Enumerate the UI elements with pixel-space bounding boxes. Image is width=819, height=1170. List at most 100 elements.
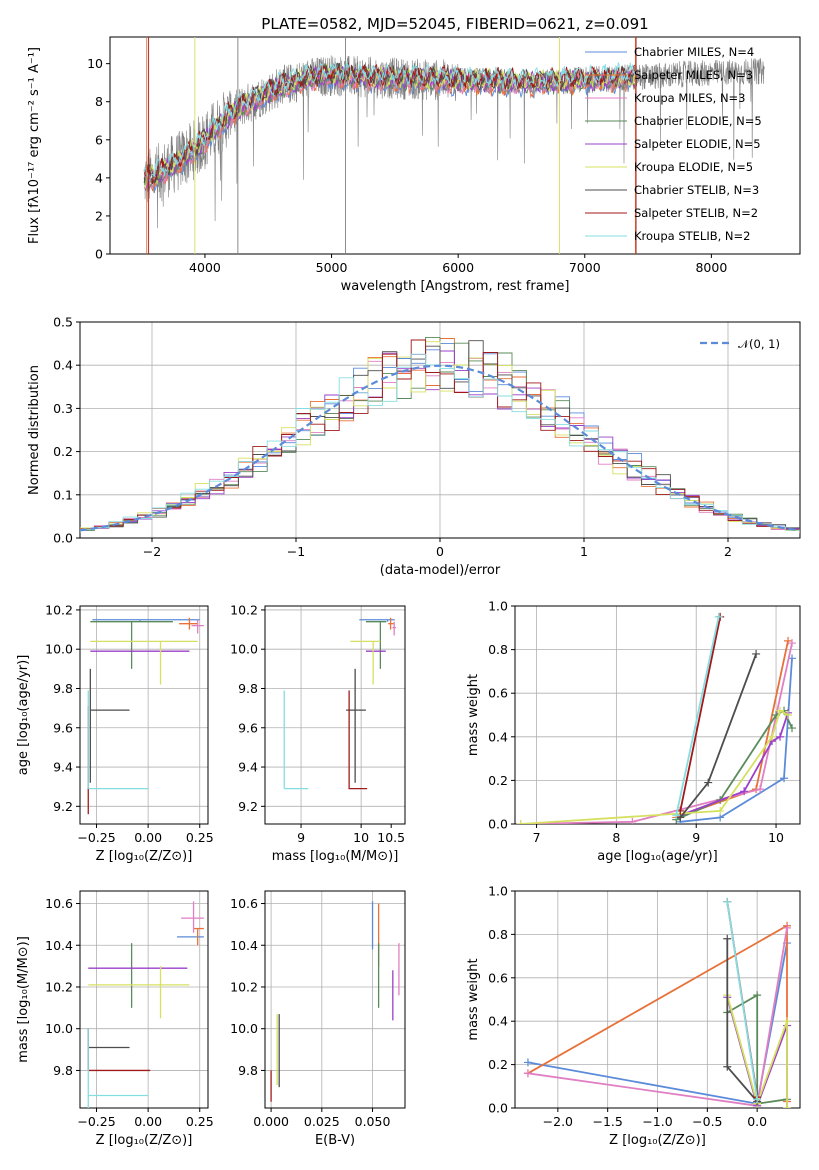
x-tick-label: 0 [436,544,444,559]
x-tick-label: 0.000 [253,1114,289,1129]
weight-marker [788,639,797,648]
plot-area [270,901,400,1102]
y-tick-label: 2 [95,208,103,223]
y-tick-label: 10 [87,56,103,71]
y-tick-label: 0.4 [488,729,508,744]
axes-frame [79,605,209,825]
mass-vs-extinction-panel: 0.000 0.025 0.050 9.8 10.0 10.2 10.4 10.6 E(B-V) [230,890,406,1148]
x-tick-label: 0.25 [186,830,214,845]
x-tick-label: 10 [353,830,369,845]
legend-label: Salpeter ELODIE, N=5 [634,137,761,151]
weight-line-8 [679,616,722,812]
x-tick-label: 5000 [316,260,348,275]
spectrum-data-line [143,55,765,229]
y-tick-label: 0.0 [488,1101,508,1116]
weight-vs-age-panel: 7 8 9 10 0.0 0.2 0.4 0.6 0.8 1.0 age [log₁₀(age/yr… [466,599,801,864]
y-tick-label: 0.6 [488,970,508,985]
y-tick-label: 10.4 [230,938,258,953]
weight-marker [723,897,732,906]
plot-area [143,37,765,254]
weight-marker [780,774,789,783]
weight-marker [752,649,761,658]
x-tick-label: −2 [143,544,161,559]
weight-marker [723,1062,732,1071]
model-line-3 [143,66,636,190]
x-tick-label: 0.25 [186,1114,214,1129]
weight-line-9 [726,901,759,1100]
weight-vs-metallicity-panel: −2.0 −1.5 −1.0 −0.5 0.0 0.0 0.2 0.4 0.6 0.8 1.0 Z [… [466,884,801,1148]
age-vs-mass-panel: 9 10 9.2 9.4 9.6 9.8 10.0 10.2 mass [log₁₀(M/M⊙)… [230,602,406,864]
legend-label: Kroupa STELIB, N=2 [634,229,751,243]
y-tick-label: 9.8 [53,681,73,696]
y-tick-label: 10.2 [45,979,73,994]
x-tick-label: 1 [580,544,588,559]
x-tick-label: −2.0 [543,1114,573,1129]
weight-marker [523,1058,532,1067]
y-tick-label: 1.0 [488,884,508,899]
y-tick-label: 0.2 [488,1057,508,1072]
y-tick-label: 0.5 [53,315,73,330]
x-tick-label: 7000 [569,260,601,275]
x-axis-label: Z [log₁₀(Z/Z⊙)] [96,849,193,864]
y-tick-label: 1.0 [488,599,508,614]
legend-label: Chabrier ELODIE, N=5 [634,114,762,128]
y-axis-label: mass [log₁₀(M/M⊙)] [16,936,31,1063]
y-axis-label: Normed distribution [27,365,42,495]
x-axis-label: E(B-V) [315,1133,355,1148]
y-tick-label: 9.6 [238,720,258,735]
y-tick-label: 10.0 [45,642,73,657]
y-tick-label: 10.0 [230,1021,258,1036]
x-tick-label: 4000 [189,260,221,275]
weight-marker [753,1095,762,1104]
x-tick-label: 10 [768,830,784,845]
y-tick-label: 10.4 [45,938,73,953]
x-tick-label: −0.5 [692,1114,722,1129]
legend-label: 𝒩(0, 1) [738,337,780,351]
y-tick-label: 9.2 [238,799,258,814]
y-tick-label: 9.8 [238,1063,258,1078]
y-tick-label: 0.4 [53,358,73,373]
weight-marker [740,787,749,796]
weight-marker [783,1104,792,1108]
weight-marker [723,934,732,943]
weight-marker [784,711,793,719]
y-tick-label: 10.0 [230,642,258,657]
x-tick-label: −0.25 [77,1114,115,1129]
weight-line-3 [520,642,793,824]
y-tick-label: 0.8 [488,927,508,942]
y-tick-label: 8 [95,94,103,109]
plot-area [523,897,792,1108]
y-tick-label: 9.4 [53,760,73,775]
y-tick-label: 0.4 [488,1014,508,1029]
x-tick-label: 0.0 [747,1114,767,1129]
spectrum-panel: 4000 5000 6000 7000 8000 0 2 4 6 8 10 wavelength [A… [27,15,801,294]
x-tick-label: 8 [612,830,620,845]
axes-frame [264,890,406,1109]
y-tick-label: 9.6 [53,720,73,735]
weight-marker [716,806,725,815]
y-tick-label: 4 [95,170,103,185]
x-tick-label: 0.050 [355,1114,391,1129]
weight-line-7 [726,938,758,1103]
y-tick-label: 10.0 [45,1021,73,1036]
x-tick-label: −1.0 [642,1114,672,1129]
x-tick-label: 0.00 [134,1114,162,1129]
x-tick-label: 6000 [442,260,474,275]
legend-label: Salpeter STELIB, N=2 [634,206,758,220]
y-tick-label: 0.1 [53,487,73,502]
legend-label: Chabrier MILES, N=4 [634,45,754,59]
x-axis-label: (data-model)/error [380,563,501,578]
chart-title: PLATE=0582, MJD=52045, FIBERID=0621, z=0… [261,15,648,33]
y-axis-label: age [log₁₀(age/yr)] [16,655,31,776]
plot-area [87,617,204,815]
y-tick-label: 9.2 [53,799,73,814]
legend-label: Salpeter MILES, N=3 [634,68,753,82]
y-tick-label: 9.8 [238,681,258,696]
axes-frame [79,890,209,1109]
model-line-9 [143,61,636,182]
x-tick-label: 2 [724,544,732,559]
plot-area [516,612,797,824]
y-tick-label: 10.6 [45,896,73,911]
x-tick-label: −1.5 [592,1114,622,1129]
